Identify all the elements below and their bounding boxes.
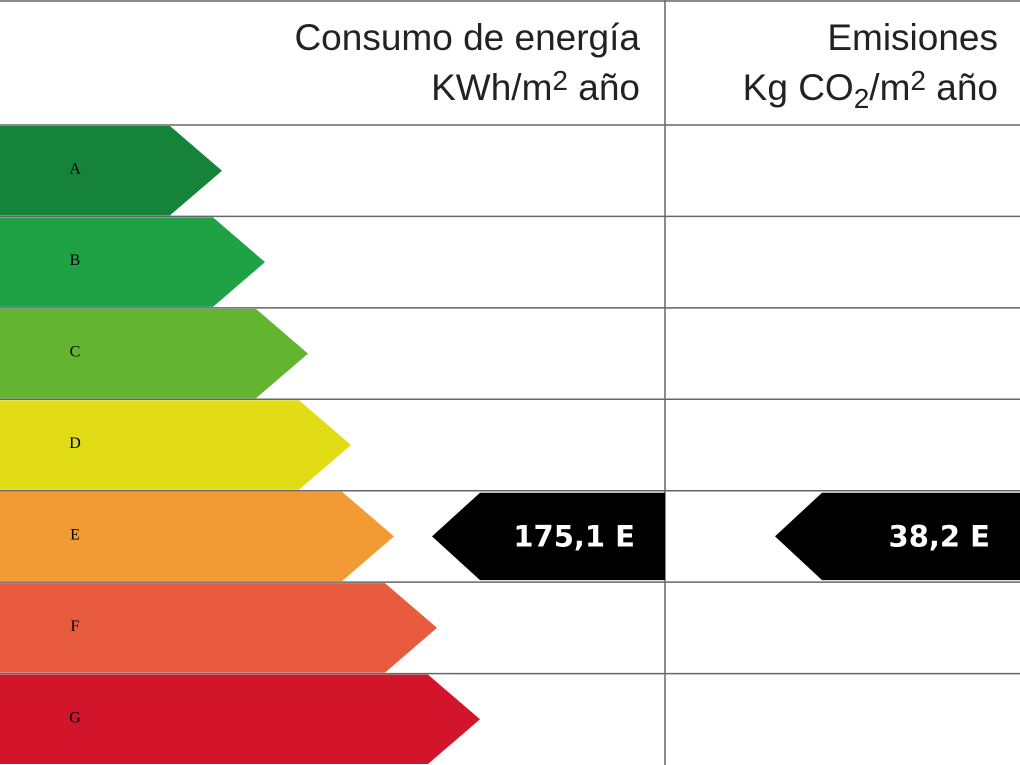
unit-part: Kg CO [743, 67, 854, 108]
class-letter: D [69, 435, 81, 452]
unit-sub: 2 [854, 83, 870, 114]
indicator-arrow [432, 492, 665, 581]
indicator-label: 175,1 E [513, 519, 635, 553]
emissions-unit: Kg CO2/m2 año [743, 65, 998, 114]
class-arrow [0, 126, 222, 216]
class-letter: C [70, 344, 81, 361]
class-arrow [0, 400, 351, 490]
class-letter: E [70, 526, 80, 543]
class-arrow [0, 308, 308, 399]
class-letter: A [69, 161, 81, 178]
unit-part: año [926, 67, 998, 108]
class-arrow [0, 583, 437, 673]
class-letter: B [70, 252, 81, 269]
unit-sup: 2 [910, 65, 926, 96]
class-arrow [0, 674, 480, 764]
class-letter: F [71, 618, 80, 635]
class-letter: G [69, 709, 81, 726]
unit-part: KWh/m [431, 67, 552, 108]
unit-sup: 2 [552, 65, 568, 96]
unit-part: /m [869, 67, 910, 108]
indicator-label: 38,2 E [889, 519, 990, 553]
energy-title: Consumo de energía [294, 17, 640, 58]
energy-unit: KWh/m2 año [431, 65, 640, 108]
unit-part: año [568, 67, 640, 108]
class-arrow [0, 491, 394, 582]
emissions-title: Emisiones [827, 17, 998, 58]
indicator-arrow [775, 492, 1020, 581]
class-arrow [0, 217, 265, 307]
